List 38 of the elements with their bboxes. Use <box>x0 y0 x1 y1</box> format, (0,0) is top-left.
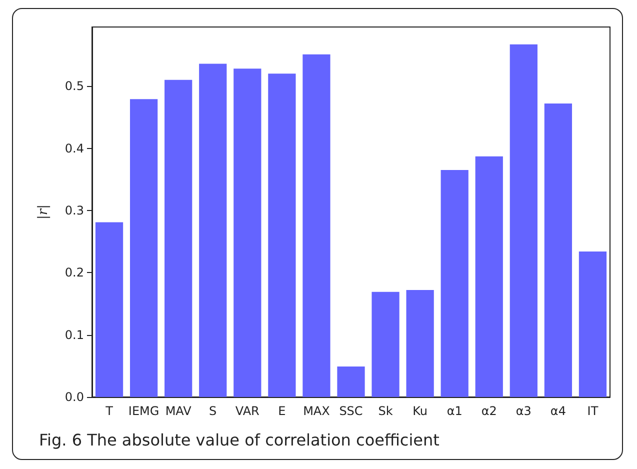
bar <box>510 44 538 397</box>
bar <box>406 290 434 397</box>
bar <box>268 74 296 397</box>
x-tick-label: α1 <box>446 404 462 418</box>
bar <box>234 68 262 397</box>
bar <box>199 64 227 397</box>
y-tick-label: 0.0 <box>64 390 84 404</box>
x-tick-label: α2 <box>481 404 497 418</box>
x-tick-label: T <box>104 404 114 418</box>
y-tick-label: 0.2 <box>64 266 84 280</box>
bar <box>95 222 124 397</box>
x-tick-label: E <box>278 404 286 418</box>
x-tick-label: IEMG <box>128 404 160 418</box>
bar <box>578 251 607 397</box>
y-tick-label: 0.1 <box>64 328 84 342</box>
x-tick-label: Ku <box>412 404 428 418</box>
bar <box>164 80 192 397</box>
text: Fig. 6 The absolute value of correlation coefficient <box>39 430 440 450</box>
bar <box>440 170 468 397</box>
y-tick-label: 0.4 <box>64 141 84 156</box>
y-tick-label: 0.3 <box>64 203 84 218</box>
bar <box>337 366 365 397</box>
y-axis-title: |r| <box>36 204 51 220</box>
y-tick-label: 0.5 <box>64 79 84 94</box>
bar <box>302 54 330 397</box>
x-tick-label: SSC <box>339 404 363 418</box>
x-tick-label: α3 <box>516 404 532 418</box>
bar <box>475 156 503 397</box>
x-tick-label: Sk <box>378 404 393 418</box>
x-tick-label: IT <box>587 404 599 418</box>
x-tick-label: MAX <box>303 404 330 418</box>
bar <box>544 103 572 397</box>
x-tick-label: S <box>209 404 217 418</box>
x-tick-label: α4 <box>550 404 566 418</box>
bar <box>130 99 158 397</box>
x-tick-label: VAR <box>235 404 260 418</box>
bar <box>372 292 400 397</box>
x-tick-label: MAV <box>165 404 192 418</box>
